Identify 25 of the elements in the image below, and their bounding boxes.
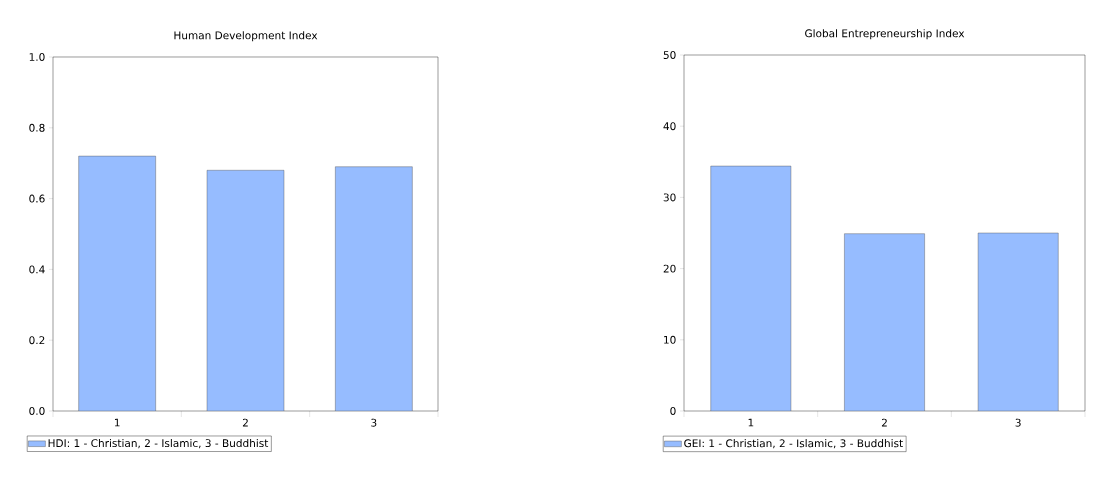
y-tick-label: 20: [663, 264, 676, 273]
y-tick-label: 10: [664, 335, 676, 344]
y-tick-label: 0.4: [29, 265, 45, 274]
x-tick-label: 2: [242, 418, 248, 427]
y-tick-label: 40: [663, 122, 676, 131]
bar: [977, 232, 1059, 411]
x-tick-label: 2: [881, 418, 887, 427]
y-tick-label: 0: [670, 407, 676, 415]
y-tick-label: 1.0: [29, 53, 45, 61]
bar: [710, 165, 792, 411]
legend-label: HDI: 1 - Christian, 2 - Islamic, 3 - Buddhist: [48, 438, 269, 449]
legend-label: GEI: 1 - Christian, 2 - Islamic, 3 - Buddhist: [684, 439, 903, 449]
x-tick-label: 1: [748, 418, 754, 427]
chart-title: Human Development Index: [174, 31, 318, 42]
x-tick-label: 3: [1015, 418, 1021, 427]
y-tick-label: 0.0: [29, 407, 45, 415]
y-tick-label: 0.2: [29, 336, 45, 345]
x-tick-label: 1: [114, 418, 120, 427]
y-tick-label: 0.6: [29, 194, 45, 203]
y-tick-label: 0.8: [29, 123, 45, 132]
y-tick-label: 50: [663, 51, 676, 59]
x-tick-label: 3: [371, 418, 377, 427]
chart-title: Global Entrepreneurship Index: [805, 29, 965, 40]
bar: [844, 233, 925, 411]
y-tick-label: 30: [663, 193, 676, 202]
